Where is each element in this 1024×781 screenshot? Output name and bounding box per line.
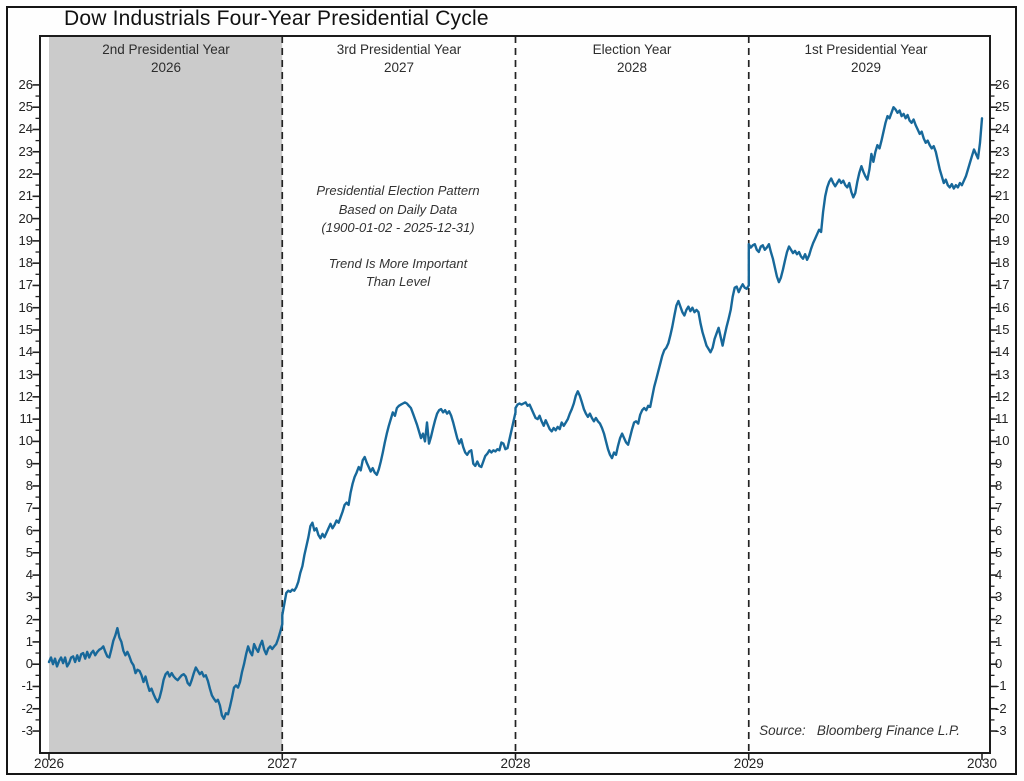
y-axis-tick-label: 20 — [18, 210, 33, 226]
y-axis-tick-label: 6 — [995, 522, 1003, 538]
y-axis-tick-label: -1 — [21, 678, 33, 694]
y-axis-tick-label: 15 — [995, 322, 1010, 337]
y-axis-tick-label: 5 — [995, 544, 1003, 560]
y-axis-tick-label: 24 — [995, 121, 1010, 137]
y-axis-tick-label: 23 — [995, 143, 1010, 159]
x-axis-tick-label: 2027 — [267, 756, 298, 771]
section-year: 2028 — [616, 60, 648, 75]
section-header-election-year: Election Year 2028 — [512, 41, 752, 77]
y-axis-tick-label: 0 — [995, 656, 1003, 672]
y-axis-tick-label: 4 — [25, 567, 33, 583]
y-axis-tick-label: 2 — [995, 611, 1003, 627]
y-axis-tick-label: -2 — [995, 700, 1007, 716]
y-axis-tick-label: 17 — [18, 277, 33, 293]
annotation-line: Based on Daily Data — [338, 201, 458, 217]
y-axis-tick-label: 18 — [18, 255, 33, 271]
y-axis-tick-label: 2 — [25, 611, 33, 627]
section-year: 2027 — [383, 60, 415, 75]
y-axis-tick-label: 3 — [25, 589, 33, 605]
y-axis-tick-label: 17 — [995, 277, 1010, 293]
y-axis-tick-label: 21 — [995, 188, 1010, 204]
x-axis-tick-label: 2030 — [966, 756, 998, 771]
y-axis-tick-label: 16 — [995, 299, 1010, 315]
annotation-line: Presidential Election Pattern — [316, 183, 480, 198]
annotation-line: Than Level — [365, 274, 431, 289]
y-axis-tick-label: 25 — [995, 99, 1010, 115]
y-axis-tick-label: 1 — [25, 633, 33, 649]
y-axis-tick-label: 12 — [18, 388, 33, 404]
annotation-line: (1900-01-02 - 2025-12-31) — [321, 220, 475, 235]
x-axis-tick-label: 2029 — [733, 756, 764, 771]
y-axis-tick-label: 7 — [25, 500, 33, 516]
y-axis-tick-label: 0 — [25, 656, 33, 672]
x-axis-tick-label: 2028 — [500, 756, 531, 771]
section-header-3rd-presidential-year: 3rd Presidential Year 2027 — [279, 41, 519, 77]
y-axis-tick-label: 7 — [995, 500, 1003, 516]
y-axis-tick-label: 12 — [995, 388, 1010, 404]
y-axis-tick-label: 22 — [995, 166, 1010, 182]
x-axis-tick-label: 2026 — [33, 756, 65, 771]
y-axis-tick-label: 15 — [18, 322, 33, 337]
y-axis-tick-label: 18 — [995, 255, 1010, 271]
y-axis-tick-label: -3 — [21, 723, 33, 739]
y-axis-tick-label: -3 — [995, 723, 1007, 739]
y-axis-tick-label: 19 — [995, 232, 1010, 248]
section-year: 2029 — [850, 60, 882, 75]
source-attribution: Source: Bloomberg Finance L.P. — [560, 723, 960, 738]
y-axis-tick-label: 8 — [25, 477, 33, 493]
y-axis-tick-label: 14 — [18, 344, 33, 360]
y-axis-tick-label: 5 — [25, 544, 33, 560]
y-axis-tick-label: 8 — [995, 477, 1003, 493]
y-axis-tick-label: 13 — [18, 366, 33, 382]
y-axis-tick-label: 25 — [18, 99, 33, 115]
y-axis-tick-label: 22 — [18, 166, 33, 182]
y-axis-tick-label: 1 — [995, 633, 1003, 649]
y-axis-tick-label: 9 — [995, 455, 1003, 471]
y-axis-tick-label: 19 — [18, 232, 33, 248]
section-label: 2nd Presidential Year — [102, 42, 230, 57]
y-axis-tick-label: 10 — [18, 433, 33, 449]
y-axis-tick-label: 23 — [18, 143, 33, 159]
y-axis-tick-label: 3 — [995, 589, 1003, 605]
section-header-1st-presidential-year: 1st Presidential Year 2029 — [746, 41, 986, 77]
y-axis-tick-label: 11 — [19, 411, 34, 427]
y-axis-tick-label: 13 — [995, 366, 1010, 382]
y-axis-tick-label: 24 — [18, 121, 33, 137]
y-axis-tick-label: 6 — [25, 522, 33, 538]
chart-title: Dow Industrials Four-Year Presidential C… — [64, 7, 489, 30]
plot-frame — [39, 35, 991, 754]
y-axis-tick-label: 9 — [25, 455, 33, 471]
y-axis-tick-label: 14 — [995, 344, 1010, 360]
y-axis-tick-label: 21 — [18, 188, 33, 204]
y-axis-tick-label: 26 — [995, 76, 1010, 92]
section-label: 3rd Presidential Year — [336, 42, 462, 57]
y-axis-tick-label: 16 — [18, 299, 33, 315]
y-axis-tick-label: 11 — [995, 411, 1009, 427]
source-value: Bloomberg Finance L.P. — [816, 723, 960, 738]
section-label: 1st Presidential Year — [804, 42, 928, 57]
source-label: Source: — [759, 723, 806, 738]
section-header-2nd-presidential-year: 2nd Presidential Year 2026 — [46, 41, 286, 77]
y-axis-tick-label: 20 — [995, 210, 1010, 226]
pattern-line-series — [47, 105, 984, 720]
section-year: 2026 — [150, 60, 182, 75]
shaded-band-2026 — [49, 36, 283, 753]
section-label: Election Year — [592, 42, 672, 57]
y-axis-tick-label: 10 — [995, 433, 1010, 449]
y-axis-tick-label: -1 — [995, 678, 1007, 694]
chart-annotation: Presidential Election Pattern Based on D… — [278, 182, 518, 292]
y-axis-tick-label: -2 — [21, 700, 33, 716]
y-axis-tick-label: 4 — [995, 567, 1003, 583]
annotation-line: Trend Is More Important — [328, 255, 468, 271]
y-axis-tick-label: 26 — [18, 76, 33, 92]
